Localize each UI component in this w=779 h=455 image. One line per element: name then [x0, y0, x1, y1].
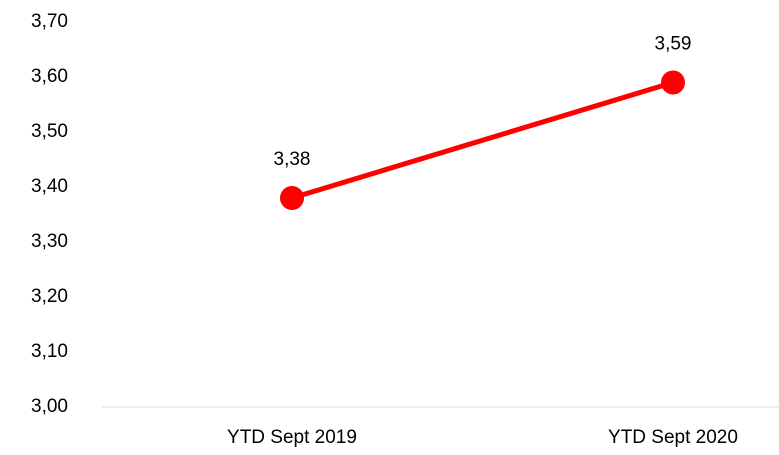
- y-tick-label: 3,30: [31, 231, 68, 252]
- data-label: 3,38: [274, 149, 311, 170]
- y-tick-label: 3,00: [31, 396, 68, 417]
- y-tick-label: 3,70: [31, 11, 68, 32]
- x-tick-label: YTD Sept 2019: [227, 427, 357, 448]
- line: [291, 80, 674, 201]
- point: [661, 70, 685, 95]
- y-tick-label: 3,10: [31, 341, 68, 362]
- y-tick-label: 3,50: [31, 121, 68, 142]
- x-tick-label: YTD Sept 2020: [608, 427, 738, 448]
- data-label: 3,59: [655, 34, 692, 55]
- y-tick-label: 3,40: [31, 176, 68, 197]
- y-tick-label: 3,60: [31, 66, 68, 87]
- y-tick-label: 3,20: [31, 286, 68, 307]
- point: [280, 186, 304, 210]
